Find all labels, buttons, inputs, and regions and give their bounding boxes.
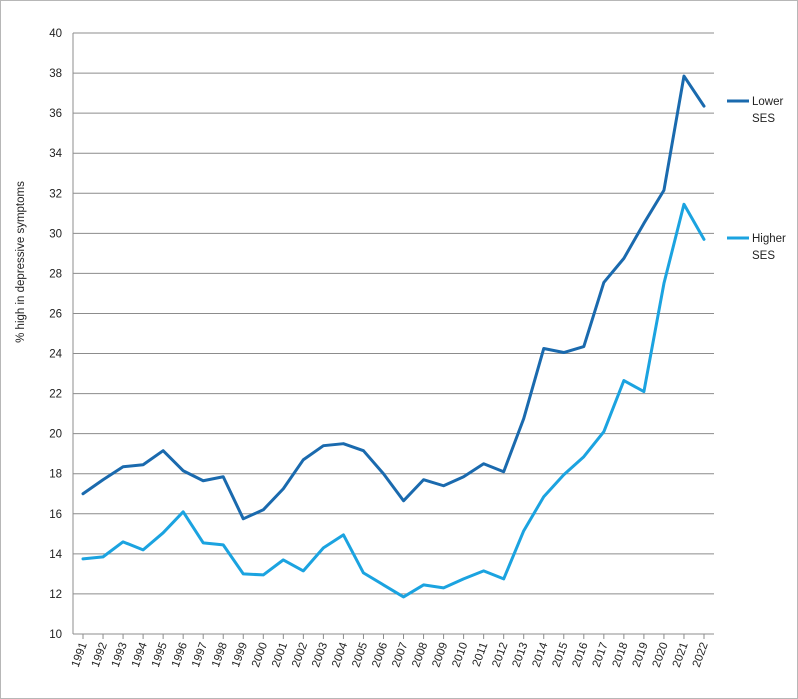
legend-label: Lower: [752, 96, 783, 108]
series-lines: [81, 74, 706, 599]
x-tick-label: 2009: [430, 641, 450, 669]
x-tick-label: 1995: [150, 641, 170, 669]
x-tick-label: 2007: [390, 641, 410, 669]
y-tick-label: 26: [49, 308, 62, 320]
y-tick-label: 16: [49, 509, 62, 521]
x-tick-label: 1998: [210, 641, 230, 669]
x-tick-label: 2011: [471, 641, 491, 668]
x-tick-label: 2022: [691, 641, 711, 669]
y-tick-label: 22: [49, 389, 62, 401]
x-tick-label: 2003: [310, 641, 330, 669]
x-tick-label: 2002: [290, 641, 310, 669]
y-tick-label: 38: [49, 68, 62, 80]
x-tick-label: 2004: [330, 640, 350, 669]
legend-label: Higher: [752, 233, 786, 245]
legend-label: SES: [752, 250, 775, 262]
y-tick-label: 36: [49, 108, 62, 120]
x-tick-label: 2012: [490, 641, 510, 669]
x-tick-label: 1993: [110, 641, 130, 669]
y-tick-label: 18: [49, 469, 62, 481]
x-tick-label: 2010: [450, 641, 470, 669]
y-tick-label: 12: [49, 589, 62, 601]
x-tick-label: 2006: [370, 641, 390, 669]
x-tick-label: 2001: [270, 641, 290, 669]
y-tick-label: 10: [49, 629, 62, 641]
y-tick-label: 24: [49, 349, 62, 361]
legend-item-higher-ses: Higher SES: [727, 233, 786, 262]
legend-label: SES: [752, 113, 775, 125]
x-tick-label: 2019: [631, 641, 651, 669]
x-tick-label: 2018: [611, 641, 631, 669]
y-axis-label: % high in depressive symptoms: [15, 181, 27, 343]
x-tick-label: 1997: [190, 641, 210, 669]
y-tick-label: 14: [49, 549, 62, 561]
y-tick-label: 28: [49, 268, 62, 280]
x-tick-label: 1991: [70, 641, 90, 669]
legend-item-lower-ses: Lower SES: [727, 96, 783, 125]
x-tick-label: 2021: [671, 641, 691, 669]
x-tick-label: 1992: [90, 641, 110, 669]
y-tick-label: 40: [49, 28, 62, 40]
x-tick-label: 1994: [130, 640, 150, 669]
y-tick-labels: 10 12 14 16 18 20 22 24 26 28 30 32 34 36 38 40: [49, 28, 62, 641]
y-tick-label: 34: [49, 148, 62, 160]
x-tick-label: 2017: [591, 641, 611, 669]
x-tick-label: 2005: [350, 641, 370, 669]
series-line-higher-ses: [81, 202, 706, 599]
x-tick-label: 2016: [571, 641, 591, 669]
x-tick-label: 1999: [230, 641, 250, 669]
x-tick-label: 1996: [170, 641, 190, 669]
gridlines: [72, 32, 714, 635]
x-tick-label: 2000: [250, 641, 270, 669]
y-tick-label: 32: [49, 188, 62, 200]
x-tick-label: 2014: [531, 640, 551, 669]
series-line-lower-ses: [81, 74, 706, 521]
x-tick-label: 2008: [410, 641, 430, 669]
y-tick-label: 30: [49, 228, 62, 240]
x-tick-label: 2013: [510, 641, 530, 669]
x-tick-label: 2020: [651, 641, 671, 669]
y-tick-label: 20: [49, 429, 62, 441]
x-tick-labels: 1991 1992 1993 1994 1995 1996 1997 1998 1999 2000…: [70, 634, 711, 669]
legend: Lower SES Higher SES: [727, 96, 786, 262]
x-tick-label: 2015: [551, 641, 571, 669]
